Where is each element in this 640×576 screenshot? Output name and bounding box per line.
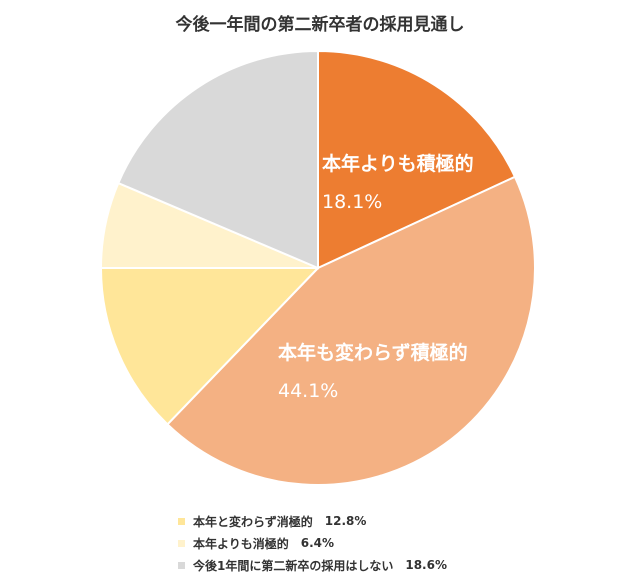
chart-title: 今後一年間の第二新卒者の採用見通し (175, 15, 465, 35)
pie-slices (99, 49, 536, 486)
legend-item-5: 今後1年間に第二新卒の採用はしない 18.6% (178, 554, 447, 576)
slice-value-1: 18.1% (322, 191, 382, 213)
pie-slice-2 (166, 175, 536, 486)
legend-item-4: 本年よりも消極的 6.4% (178, 532, 447, 554)
slice-label-2: 本年も変わらず積極的 (278, 341, 468, 364)
chart-legend: 本年と変わらず消極的 12.8% 本年よりも消極的 6.4% 今後1年間に第二新卒の採用… (178, 510, 447, 576)
pie-slice-1 (317, 49, 517, 270)
legend-swatch (178, 539, 185, 547)
pie-labels: 本年よりも積極的 18.1% 本年も変わらず積極的 44.1% (278, 152, 474, 402)
pie-slice-5 (116, 49, 319, 270)
legend-label: 本年よりも消極的 (193, 536, 289, 551)
slice-label-1: 本年よりも積極的 (322, 152, 474, 175)
slice-value-2: 44.1% (278, 380, 338, 402)
legend-swatch (178, 561, 185, 569)
legend-value: 12.8% (324, 514, 367, 528)
legend-label: 今後1年間に第二新卒の採用はしない (193, 558, 394, 573)
pie-slice-3 (99, 267, 321, 426)
legend-item-3: 本年と変わらず消極的 12.8% (178, 510, 447, 532)
legend-value: 18.6% (405, 558, 447, 572)
legend-label: 本年と変わらず消極的 (193, 514, 313, 529)
legend-swatch (178, 517, 185, 525)
legend-value: 6.4% (300, 536, 335, 550)
